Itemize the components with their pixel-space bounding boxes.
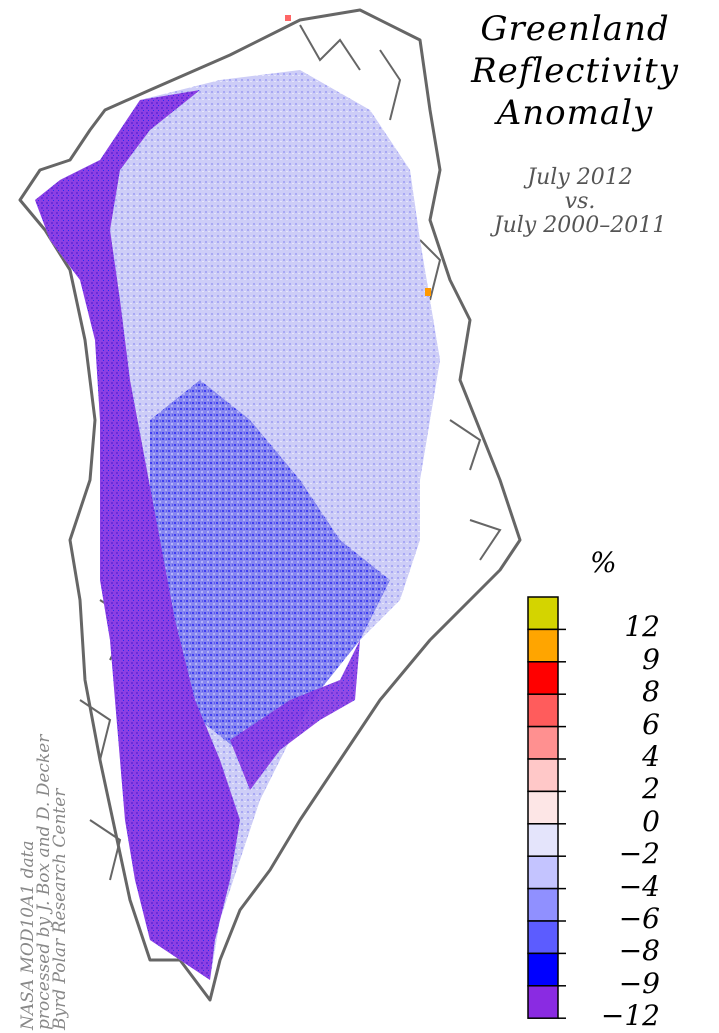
data-credit: NASA MOD10A1 data processed by J. Box an… [18,735,70,1030]
colorbar-bin [527,855,559,890]
colorbar-tick-label: 9 [642,642,660,676]
colorbar-bin [527,952,559,987]
southwest-melt-tongue [230,640,360,790]
colorbar-tick-label: 8 [642,675,660,709]
map-title-line1: Greenland [480,9,670,49]
colorbar-bin [527,725,559,760]
colorbar-bin [527,790,559,825]
colorbar [527,596,566,1019]
colorbar-bin [527,596,559,631]
colorbar-tick-label: −9 [618,966,660,1000]
colorbar-tick-label: −6 [618,902,660,935]
subtitle-line2: vs. [564,189,596,214]
subtitle-line3: July 2000–2011 [493,213,667,238]
positive-anomaly-speck-2 [285,15,291,21]
colorbar-tick-label: 4 [642,740,660,773]
colorbar-tick-label: −8 [618,934,660,968]
colorbar-bin [527,628,559,663]
colorbar-tick-label: 0 [642,804,660,838]
colorbar-bin [527,920,559,955]
colorbar-tick-label: −4 [618,869,660,903]
colorbar-tick-label: −12 [600,999,660,1033]
map-title-line3: Anomaly [496,93,654,133]
colorbar-bin [527,823,559,857]
colorbar-bin [527,887,559,922]
colorbar-bin [527,985,559,1019]
credit-line3: Byrd Polar Research Center [50,788,70,1030]
colorbar-unit: % [590,546,617,579]
colorbar-tick-label: 2 [642,772,660,806]
marginal-strong-anomaly [35,90,240,980]
colorbar-bin [527,758,559,793]
colorbar-tick-label: 6 [642,707,660,741]
colorbar-bin [527,693,559,728]
colorbar-tick-label: −2 [618,837,660,871]
colorbar-bin [527,661,559,695]
positive-anomaly-speck [425,288,431,296]
colorbar-tick-label: 12 [624,610,660,644]
subtitle-line1: July 2012 [527,165,633,190]
map-title-line2: Reflectivity [471,51,679,91]
moderate-anomaly-region [150,380,390,760]
